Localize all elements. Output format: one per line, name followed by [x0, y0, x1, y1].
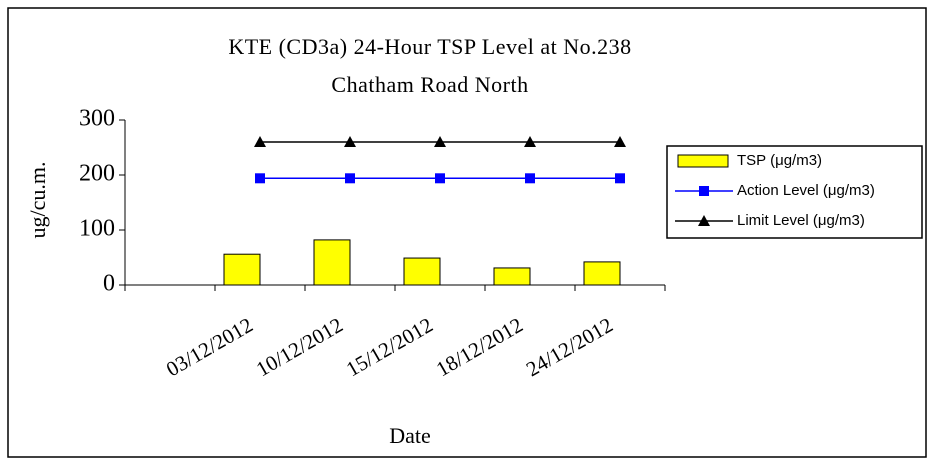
legend-label: Limit Level (μg/m3) [737, 212, 865, 229]
marker [255, 173, 265, 184]
legend-marker [699, 186, 709, 196]
marker [614, 136, 626, 147]
bar [223, 253, 261, 286]
marker [254, 136, 266, 147]
legend-label: TSP (μg/m3) [737, 152, 822, 169]
legend-marker [698, 215, 710, 226]
y-axis-label: ug/cu.m. [25, 162, 50, 239]
marker [344, 136, 356, 147]
marker [434, 136, 446, 147]
bar [493, 267, 531, 286]
y-tick-label: 300 [79, 106, 115, 132]
legend-label: Action Level (μg/m3) [737, 182, 875, 199]
bar [313, 239, 351, 286]
bar [583, 261, 621, 286]
marker [345, 173, 355, 184]
y-tick-label: 0 [103, 271, 115, 297]
chart-title: KTE (CD3a) 24-Hour TSP Level at No.238 C… [228, 34, 632, 97]
marker [525, 173, 535, 184]
marker [615, 173, 625, 184]
legend-swatch [677, 154, 729, 168]
y-tick-label: 100 [79, 216, 115, 242]
marker [435, 173, 445, 184]
y-tick-label: 200 [79, 161, 115, 187]
x-axis-label: Date [389, 423, 431, 448]
bar [403, 257, 441, 286]
marker [524, 136, 536, 147]
